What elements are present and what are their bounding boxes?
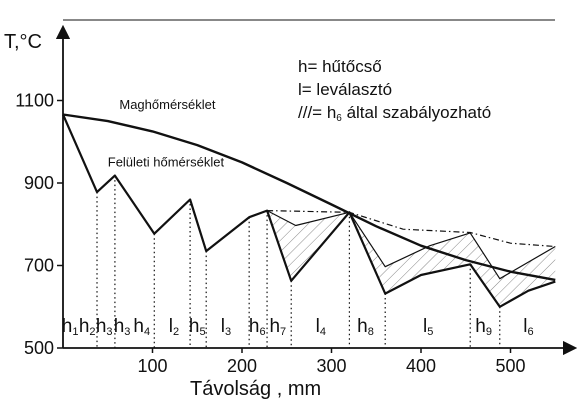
zone-label-base: h xyxy=(96,316,107,337)
zone-label-base: h xyxy=(189,316,200,337)
legend-hatch-tail: által szabályozható xyxy=(342,103,491,122)
zone-label-base: l xyxy=(423,316,427,337)
zone-label-layer: h1 h2 h3 h3 h4 l2 h5 l3 h6 h7 l4 h8 l5 h9 l6 xyxy=(62,316,534,338)
zone-label-sub: 7 xyxy=(280,326,286,338)
zone-label-base: h xyxy=(475,316,486,337)
curve-label-0: Maghőmérséklet xyxy=(119,97,215,112)
x-tick-label-3: 400 xyxy=(406,356,436,376)
tick-layer: 100 200 300 400 500 500 700 900 1100 xyxy=(15,91,525,377)
zone-label-10: l4 xyxy=(316,316,326,338)
legend: h= hűtőcső l= leválasztó ///= h6 által s… xyxy=(298,57,491,124)
zone-label-6: h5 xyxy=(189,316,206,338)
zone-label-14: l6 xyxy=(523,316,533,338)
zone-label-sub: 3 xyxy=(106,326,112,338)
series-line-3 xyxy=(266,210,556,280)
zone-label-sub: 1 xyxy=(72,326,78,338)
zone-label-sub: 8 xyxy=(368,326,374,338)
zone-label-sub: 5 xyxy=(199,326,205,338)
zone-label-1: h2 xyxy=(79,316,96,338)
legend-line-h: h= hűtőcső xyxy=(298,57,382,76)
y-tick-label-1: 700 xyxy=(24,256,54,276)
y-tick-label-3: 1100 xyxy=(15,91,54,111)
zone-label-11: h8 xyxy=(357,316,374,338)
x-axis-title: Távolság , mm xyxy=(190,378,321,400)
zone-label-3: h3 xyxy=(114,316,131,338)
series-line-2 xyxy=(267,210,556,248)
zone-label-base: h xyxy=(79,316,90,337)
x-tick-label-4: 500 xyxy=(495,356,525,376)
x-tick-label-2: 300 xyxy=(316,356,346,376)
zone-label-base: h xyxy=(249,316,260,337)
zone-label-sub: 2 xyxy=(173,326,179,338)
y-axis-title: T,°C xyxy=(4,31,42,53)
y-tick-label-2: 900 xyxy=(24,173,54,193)
zone-label-base: l xyxy=(221,316,225,337)
zone-label-sub: 3 xyxy=(124,326,130,338)
zone-label-base: l xyxy=(169,316,173,337)
zone-label-sub: 4 xyxy=(320,326,326,338)
zone-label-sub: 4 xyxy=(144,326,150,338)
zone-label-13: h9 xyxy=(475,316,492,338)
zone-label-base: l xyxy=(523,316,527,337)
curve-label-1: Felületi hőmérséklet xyxy=(108,155,225,170)
zone-label-base: h xyxy=(114,316,125,337)
zone-label-4: h4 xyxy=(133,316,150,338)
zone-label-base: h xyxy=(133,316,144,337)
x-tick-label-1: 200 xyxy=(227,356,257,376)
zone-label-sub: 6 xyxy=(259,326,265,338)
series-line-1 xyxy=(61,114,556,308)
zone-label-sub: 3 xyxy=(225,326,231,338)
y-tick-label-0: 500 xyxy=(24,338,54,358)
series-layer xyxy=(61,113,556,308)
zone-label-8: h6 xyxy=(249,316,266,338)
legend-hatch-sub: 6 xyxy=(336,113,342,124)
series-line-0 xyxy=(62,113,556,282)
zone-label-12: l5 xyxy=(423,316,433,338)
legend-line-l: l= leválasztó xyxy=(298,80,392,99)
legend-hatch-prefix: ///= h xyxy=(298,103,336,122)
zone-label-0: h1 xyxy=(62,316,79,338)
zone-label-base: l xyxy=(316,316,320,337)
zone-label-base: h xyxy=(269,316,280,337)
zone-label-9: h7 xyxy=(269,316,286,338)
zone-label-sub: 2 xyxy=(89,326,95,338)
zone-label-7: l3 xyxy=(221,316,231,338)
zone-label-sub: 9 xyxy=(486,326,492,338)
zone-label-5: l2 xyxy=(169,316,179,338)
legend-line-hatch: ///= h6 által szabályozható xyxy=(298,103,491,124)
x-tick-label-0: 100 xyxy=(137,356,167,376)
zone-label-base: h xyxy=(62,316,73,337)
zone-label-sub: 6 xyxy=(527,326,533,338)
zone-label-sub: 5 xyxy=(427,326,433,338)
vertical-marker-layer xyxy=(96,175,501,348)
curve-label-layer: Maghőmérséklet Felületi hőmérséklet xyxy=(108,97,225,170)
zone-label-2: h3 xyxy=(96,316,113,338)
zone-label-base: h xyxy=(357,316,368,337)
